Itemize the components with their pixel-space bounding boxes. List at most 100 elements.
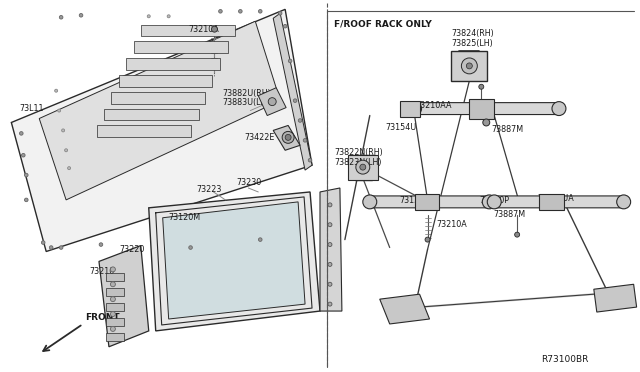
Text: 73422E: 73422E: [244, 134, 275, 142]
Circle shape: [467, 63, 472, 69]
Polygon shape: [119, 75, 212, 87]
Bar: [106, 273, 124, 281]
Polygon shape: [348, 155, 378, 180]
Circle shape: [278, 12, 282, 15]
Text: 73882U(RH): 73882U(RH): [223, 89, 271, 98]
Polygon shape: [111, 92, 205, 104]
Circle shape: [303, 138, 307, 142]
Circle shape: [111, 312, 115, 317]
Circle shape: [211, 26, 218, 32]
Polygon shape: [539, 194, 564, 210]
Circle shape: [289, 59, 292, 63]
Polygon shape: [99, 246, 148, 347]
Circle shape: [61, 129, 65, 132]
Circle shape: [298, 119, 302, 122]
Circle shape: [328, 223, 332, 227]
Polygon shape: [148, 192, 320, 331]
Text: 73210A: 73210A: [436, 220, 467, 229]
Circle shape: [147, 15, 150, 18]
Polygon shape: [134, 41, 228, 53]
Circle shape: [328, 203, 332, 207]
Circle shape: [328, 282, 332, 286]
Polygon shape: [97, 125, 191, 137]
Circle shape: [111, 282, 115, 287]
Circle shape: [111, 327, 115, 331]
Circle shape: [22, 153, 25, 157]
Circle shape: [284, 25, 287, 28]
Circle shape: [268, 98, 276, 106]
Text: 73230: 73230: [236, 178, 262, 187]
Circle shape: [461, 58, 477, 74]
Text: 73154UA: 73154UA: [537, 194, 574, 203]
Polygon shape: [259, 88, 286, 116]
Circle shape: [408, 102, 422, 116]
Circle shape: [111, 296, 115, 302]
Text: R73100BR: R73100BR: [541, 355, 589, 364]
Circle shape: [111, 267, 115, 272]
Circle shape: [58, 109, 61, 112]
Text: 73824(RH): 73824(RH): [451, 29, 494, 38]
Polygon shape: [39, 21, 280, 200]
Text: 73L11: 73L11: [19, 104, 44, 113]
Circle shape: [239, 10, 242, 13]
Bar: [106, 303, 124, 311]
Text: 73220: 73220: [119, 244, 144, 254]
Text: F/ROOF RACK ONLY: F/ROOF RACK ONLY: [334, 19, 432, 28]
Polygon shape: [273, 13, 312, 170]
Circle shape: [24, 173, 28, 177]
Circle shape: [328, 302, 332, 306]
Circle shape: [259, 238, 262, 241]
Text: 73883U(LH): 73883U(LH): [223, 98, 270, 107]
Circle shape: [60, 16, 63, 19]
Polygon shape: [399, 101, 420, 116]
Circle shape: [167, 15, 170, 18]
Text: 73887M: 73887M: [493, 210, 525, 219]
Circle shape: [79, 13, 83, 17]
Circle shape: [328, 262, 332, 266]
Text: 73154U: 73154U: [386, 124, 417, 132]
Circle shape: [54, 89, 58, 92]
Circle shape: [483, 119, 490, 126]
Polygon shape: [451, 51, 487, 81]
Circle shape: [479, 84, 484, 89]
Circle shape: [259, 10, 262, 13]
Bar: [106, 333, 124, 341]
Polygon shape: [469, 99, 494, 119]
Circle shape: [515, 232, 520, 237]
Circle shape: [65, 149, 68, 152]
Text: 73210A: 73210A: [189, 25, 220, 34]
Circle shape: [293, 99, 297, 102]
Polygon shape: [273, 125, 300, 150]
Text: 73887M: 73887M: [492, 125, 524, 134]
Circle shape: [552, 102, 566, 116]
FancyBboxPatch shape: [369, 196, 490, 208]
Circle shape: [363, 195, 377, 209]
FancyBboxPatch shape: [413, 103, 560, 115]
Text: 73823N(LH): 73823N(LH): [334, 158, 381, 167]
Text: FRONT: FRONT: [85, 313, 120, 322]
Text: 73825(LH): 73825(LH): [451, 39, 493, 48]
Polygon shape: [126, 58, 220, 70]
Polygon shape: [320, 188, 342, 311]
Circle shape: [68, 167, 70, 170]
Circle shape: [189, 246, 193, 249]
Text: 73822N(RH): 73822N(RH): [334, 148, 383, 157]
Circle shape: [356, 160, 370, 174]
Text: 73157X: 73157X: [399, 196, 431, 205]
Bar: [106, 288, 124, 296]
Circle shape: [19, 132, 23, 135]
Text: 73150P: 73150P: [479, 196, 509, 205]
Circle shape: [24, 198, 28, 202]
Bar: [106, 318, 124, 326]
Circle shape: [617, 195, 630, 209]
Circle shape: [328, 243, 332, 247]
Polygon shape: [141, 25, 236, 36]
Circle shape: [42, 241, 45, 244]
Circle shape: [483, 195, 496, 209]
Circle shape: [219, 10, 222, 13]
Text: 73210: 73210: [89, 267, 115, 276]
Circle shape: [99, 243, 103, 246]
Polygon shape: [12, 9, 312, 251]
Polygon shape: [380, 294, 429, 324]
Polygon shape: [104, 109, 198, 121]
